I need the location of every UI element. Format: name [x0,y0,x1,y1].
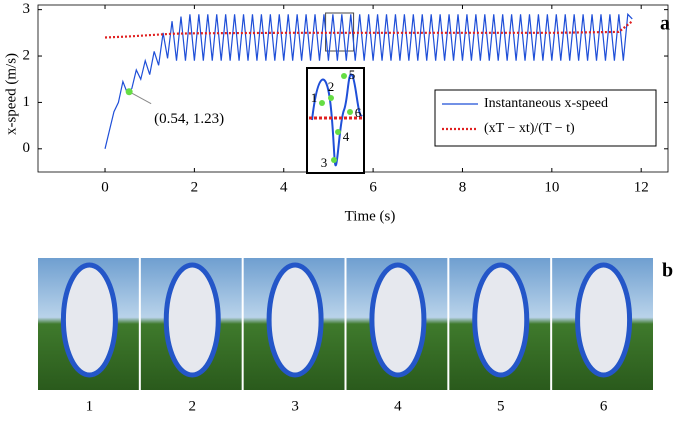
legend-frame [434,89,657,147]
inset-label: 2 [328,79,335,94]
panel-label: a [660,13,670,35]
robot-body [266,262,324,378]
x-tick-label: 6 [369,179,377,195]
series-line [104,20,633,39]
panel-label: b [662,260,673,282]
y-tick-label: 3 [23,1,31,17]
inset-point [328,95,334,101]
annotation: (0.54, 1.23) [154,111,224,127]
inset-point [347,109,353,115]
inset-label: 3 [321,155,328,170]
legend-label: Instantaneous x-speed [484,96,608,111]
inset-point [331,157,337,163]
annotation-leader [128,91,152,105]
frame-label: 6 [600,398,608,414]
inset-label: 5 [349,67,356,82]
x-tick-label: 2 [191,179,199,195]
robot-body [369,262,427,378]
y-tick-label: 2 [23,47,31,63]
y-tick-label: 0 [23,140,31,156]
frames: 1 2 3 4 5 6 [38,258,653,414]
legend: Instantaneous x-speed (xT − xt)/(T − t) [434,89,657,147]
x-tick-label: 8 [459,179,467,195]
inset-label: 6 [355,105,362,120]
x-tick-label: 4 [280,179,288,195]
robot-body [163,262,221,378]
robot-body [60,262,118,378]
inset-point [319,100,325,106]
frame-label: 1 [86,398,94,414]
frame-label: 3 [291,398,299,414]
frame-label: 5 [497,398,505,414]
frame-label: 4 [394,398,402,414]
y-axis-label: x-speed (m/s) [3,53,19,135]
y-tick-label: 1 [23,94,31,110]
inset-label: 1 [311,90,318,105]
robot-body [472,262,530,378]
series-line [104,12,633,149]
robot-body [575,262,633,378]
inset-label: 4 [343,129,350,144]
legend-label: (xT − xt)/(T − t) [484,121,575,136]
frame-label: 2 [189,398,197,414]
inset-point [341,73,347,79]
inset-point [335,129,341,135]
inset-curve [311,73,363,167]
x-tick-label: 10 [544,179,559,195]
annotation-point [125,88,133,96]
x-tick-label: 0 [101,179,109,195]
x-axis-label: Time (s) [345,208,396,224]
x-tick-label: 12 [634,179,649,195]
